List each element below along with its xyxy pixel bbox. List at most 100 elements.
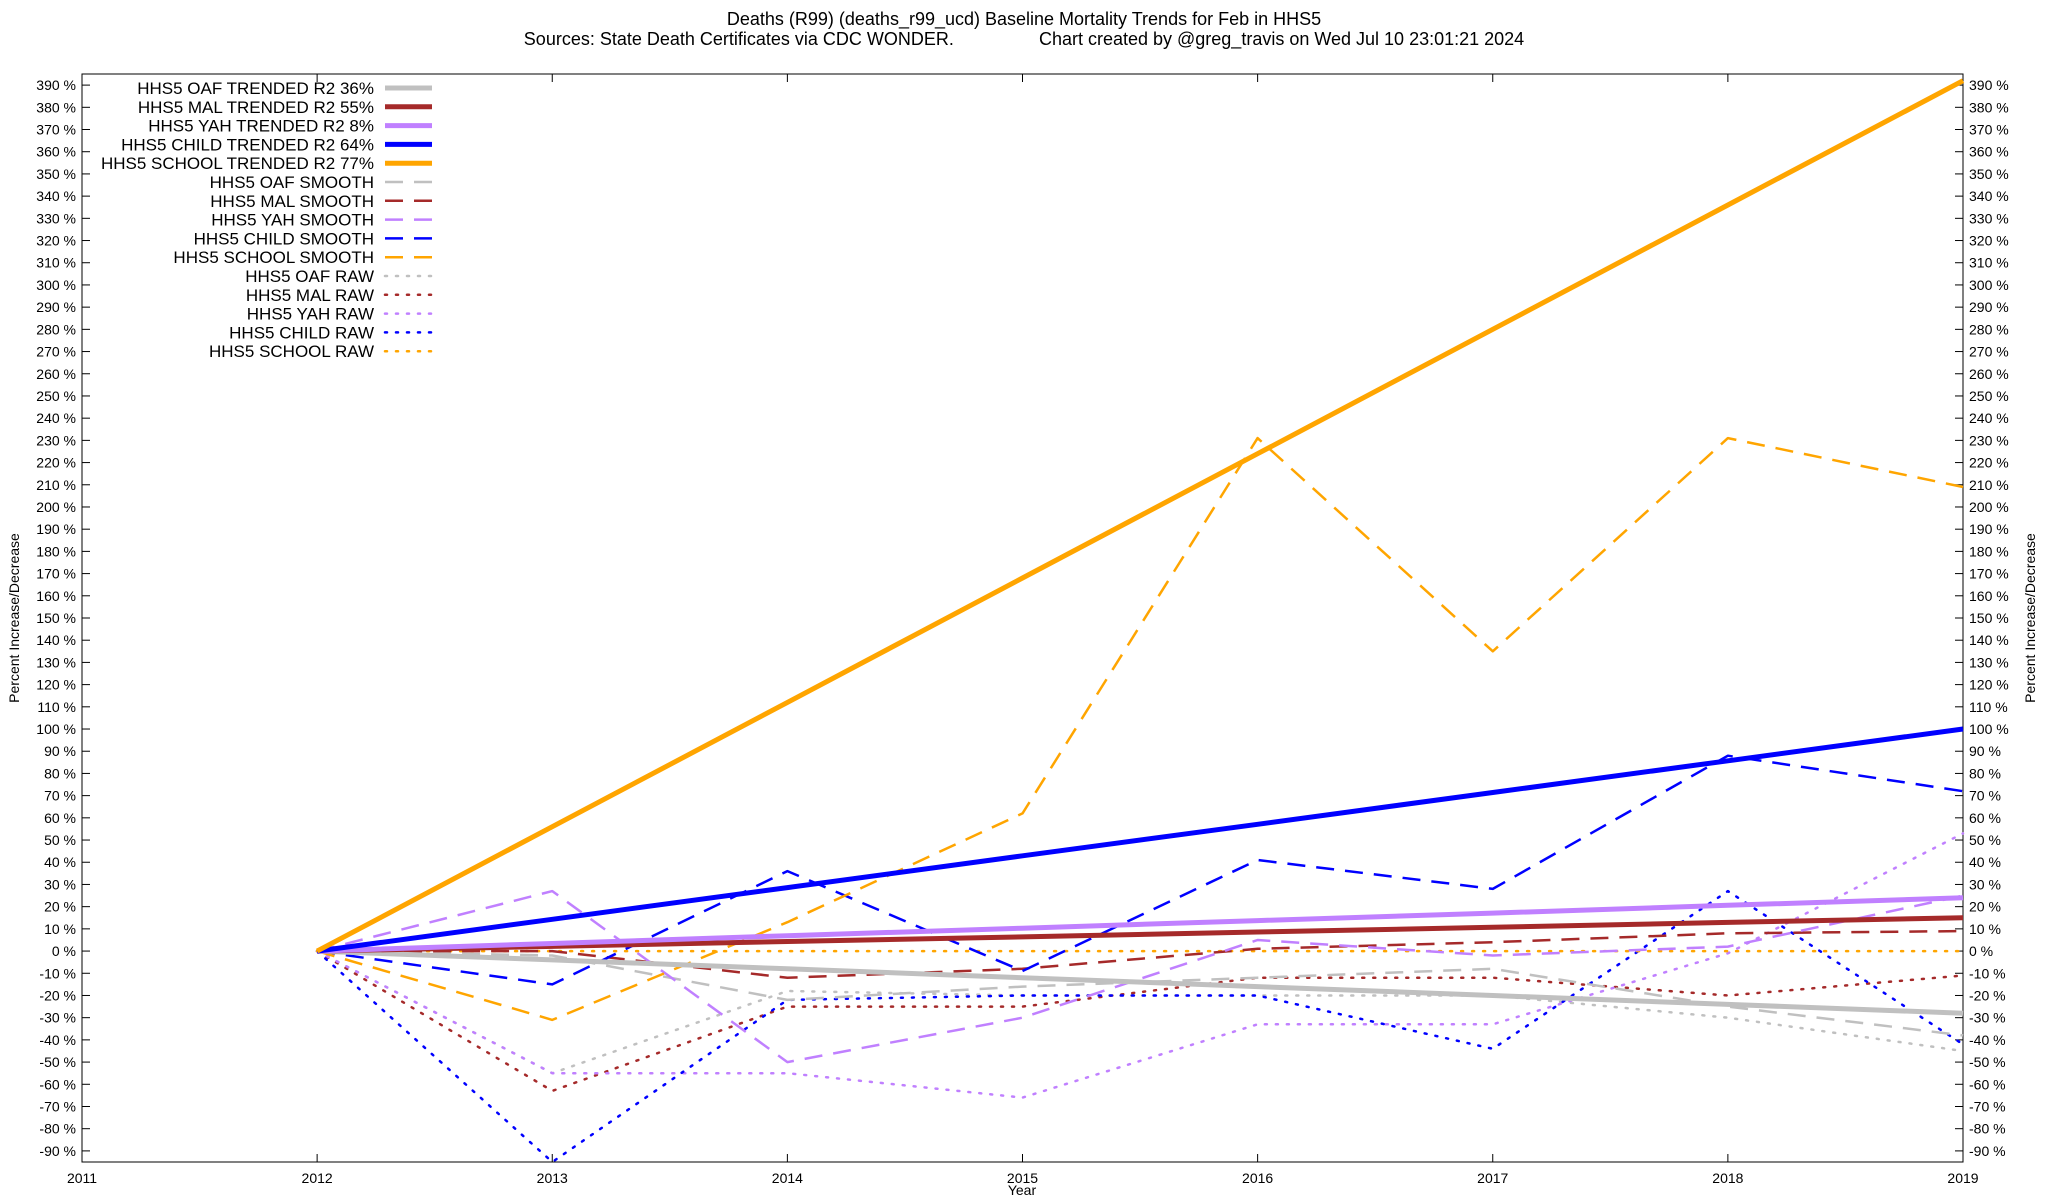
legend-label: HHS5 SCHOOL RAW: [209, 342, 374, 361]
y-tick-label-left: -60 %: [39, 1076, 76, 1092]
y-axis-label-right: Percent Increase/Decrease: [2022, 533, 2038, 703]
y-tick-label-left: 30 %: [44, 876, 76, 892]
y-tick-label-right: 10 %: [1969, 921, 2001, 937]
y-tick-label-left: 120 %: [36, 677, 76, 693]
y-tick-label-left: 150 %: [36, 610, 76, 626]
legend-label: HHS5 OAF SMOOTH: [210, 173, 374, 192]
y-tick-label-right: 240 %: [1969, 410, 2009, 426]
x-tick-label: 2015: [1007, 1170, 1038, 1186]
y-tick-label-left: -80 %: [39, 1121, 76, 1137]
y-axis-label-left: Percent Increase/Decrease: [6, 533, 22, 703]
y-tick-label-left: 310 %: [36, 255, 76, 271]
series-line-10: [315, 949, 1965, 1075]
y-tick-label-left: 40 %: [44, 854, 76, 870]
series-line-7: [316, 889, 1964, 1064]
y-tick-label-left: 220 %: [36, 455, 76, 471]
y-tick-label-right: -60 %: [1969, 1076, 2006, 1092]
x-tick-label: 2018: [1712, 1170, 1743, 1186]
y-tick-label-left: -90 %: [39, 1143, 76, 1159]
y-tick-label-left: 180 %: [36, 543, 76, 559]
y-tick-label-left: -20 %: [39, 987, 76, 1003]
legend-label: HHS5 OAF TRENDED R2 36%: [137, 79, 374, 98]
y-tick-label-right: 380 %: [1969, 99, 2009, 115]
y-tick-label-left: 320 %: [36, 233, 76, 249]
y-tick-label-left: 160 %: [36, 588, 76, 604]
y-tick-label-left: 140 %: [36, 632, 76, 648]
y-tick-label-left: 350 %: [36, 166, 76, 182]
y-tick-label-left: 130 %: [36, 654, 76, 670]
series-line-0: [317, 948, 1964, 1016]
y-tick-label-right: 260 %: [1969, 366, 2009, 382]
y-tick-label-left: 70 %: [44, 788, 76, 804]
y-tick-label-right: 130 %: [1969, 654, 2009, 670]
chart-subtitle: Sources: State Death Certificates via CD…: [524, 29, 1524, 50]
y-tick-label-right: -40 %: [1969, 1032, 2006, 1048]
y-tick-label-right: 350 %: [1969, 166, 2009, 182]
y-tick-label-left: 10 %: [44, 921, 76, 937]
y-tick-label-left: 370 %: [36, 122, 76, 138]
y-tick-label-right: 390 %: [1969, 77, 2009, 93]
y-tick-label-right: -10 %: [1969, 965, 2006, 981]
legend: HHS5 OAF TRENDED R2 36%HHS5 MAL TRENDED …: [101, 79, 434, 361]
y-tick-label-left: 250 %: [36, 388, 76, 404]
y-tick-label-right: 80 %: [1969, 765, 2001, 781]
y-tick-label-right: 290 %: [1969, 299, 2009, 315]
legend-label: HHS5 MAL TRENDED R2 55%: [138, 98, 374, 117]
y-tick-label-left: 240 %: [36, 410, 76, 426]
y-tick-label-left: 50 %: [44, 832, 76, 848]
series-line-5: [317, 949, 1964, 1037]
x-axis: 2011 2012 2013 2014 2015 2016 2017 2018 2019: [67, 74, 1979, 1186]
y-tick-label-left: 390 %: [36, 77, 76, 93]
y-axis-left: -90 % -80 % -70 % -60 % -50 % -40 % -30 % -20 %…: [36, 77, 90, 1159]
y-tick-label-left: 20 %: [44, 899, 76, 915]
y-tick-label-right: 210 %: [1969, 477, 2009, 493]
y-tick-label-right: -90 %: [1969, 1143, 2006, 1159]
y-tick-label-right: 300 %: [1969, 277, 2009, 293]
x-tick-label: 2017: [1477, 1170, 1508, 1186]
y-tick-label-right: -70 %: [1969, 1098, 2006, 1114]
chart-title: Deaths (R99) (deaths_r99_ucd) Baseline M…: [727, 9, 1321, 30]
y-tick-label-right: -20 %: [1969, 987, 2006, 1003]
legend-label: HHS5 OAF RAW: [245, 267, 374, 286]
y-tick-label-right: 100 %: [1969, 721, 2009, 737]
legend-label: HHS5 YAH RAW: [247, 305, 374, 324]
y-tick-label-left: 300 %: [36, 277, 76, 293]
series-line-3: [316, 726, 1964, 954]
y-tick-label-right: 90 %: [1969, 743, 2001, 759]
y-tick-label-left: 90 %: [44, 743, 76, 759]
y-tick-label-left: 260 %: [36, 366, 76, 382]
y-tick-label-right: 340 %: [1969, 188, 2009, 204]
y-tick-label-left: -30 %: [39, 1010, 76, 1026]
legend-label: HHS5 MAL SMOOTH: [210, 192, 374, 211]
y-tick-label-left: 380 %: [36, 99, 76, 115]
y-tick-label-right: 70 %: [1969, 788, 2001, 804]
y-tick-label-right: 270 %: [1969, 344, 2009, 360]
y-tick-label-left: 200 %: [36, 499, 76, 515]
x-tick-label: 2013: [537, 1170, 568, 1186]
x-tick-label: 2014: [772, 1170, 803, 1186]
y-tick-label-right: 180 %: [1969, 543, 2009, 559]
legend-label: HHS5 CHILD RAW: [229, 323, 374, 342]
legend-label: HHS5 CHILD TRENDED R2 64%: [121, 135, 374, 154]
y-tick-label-right: 200 %: [1969, 499, 2009, 515]
y-tick-label-left: 280 %: [36, 321, 76, 337]
legend-label: HHS5 SCHOOL SMOOTH: [173, 248, 374, 267]
y-tick-label-left: 80 %: [44, 765, 76, 781]
y-tick-label-right: -30 %: [1969, 1010, 2006, 1026]
x-tick-label: 2011: [67, 1170, 97, 1186]
y-tick-label-left: 190 %: [36, 521, 76, 537]
x-tick-label: 2012: [302, 1170, 333, 1186]
y-tick-label-left: 330 %: [36, 210, 76, 226]
y-tick-label-right: 110 %: [1969, 699, 2008, 715]
legend-label: HHS5 CHILD SMOOTH: [194, 229, 374, 248]
y-tick-label-right: 190 %: [1969, 521, 2009, 537]
y-tick-label-right: 250 %: [1969, 388, 2009, 404]
y-tick-label-right: 20 %: [1969, 899, 2001, 915]
y-tick-label-right: 140 %: [1969, 632, 2009, 648]
series-line-1: [317, 915, 1964, 954]
legend-label: HHS5 MAL RAW: [246, 286, 374, 305]
y-tick-label-left: 60 %: [44, 810, 76, 826]
series-line-13: [315, 889, 1965, 1164]
y-tick-label-right: 50 %: [1969, 832, 2001, 848]
